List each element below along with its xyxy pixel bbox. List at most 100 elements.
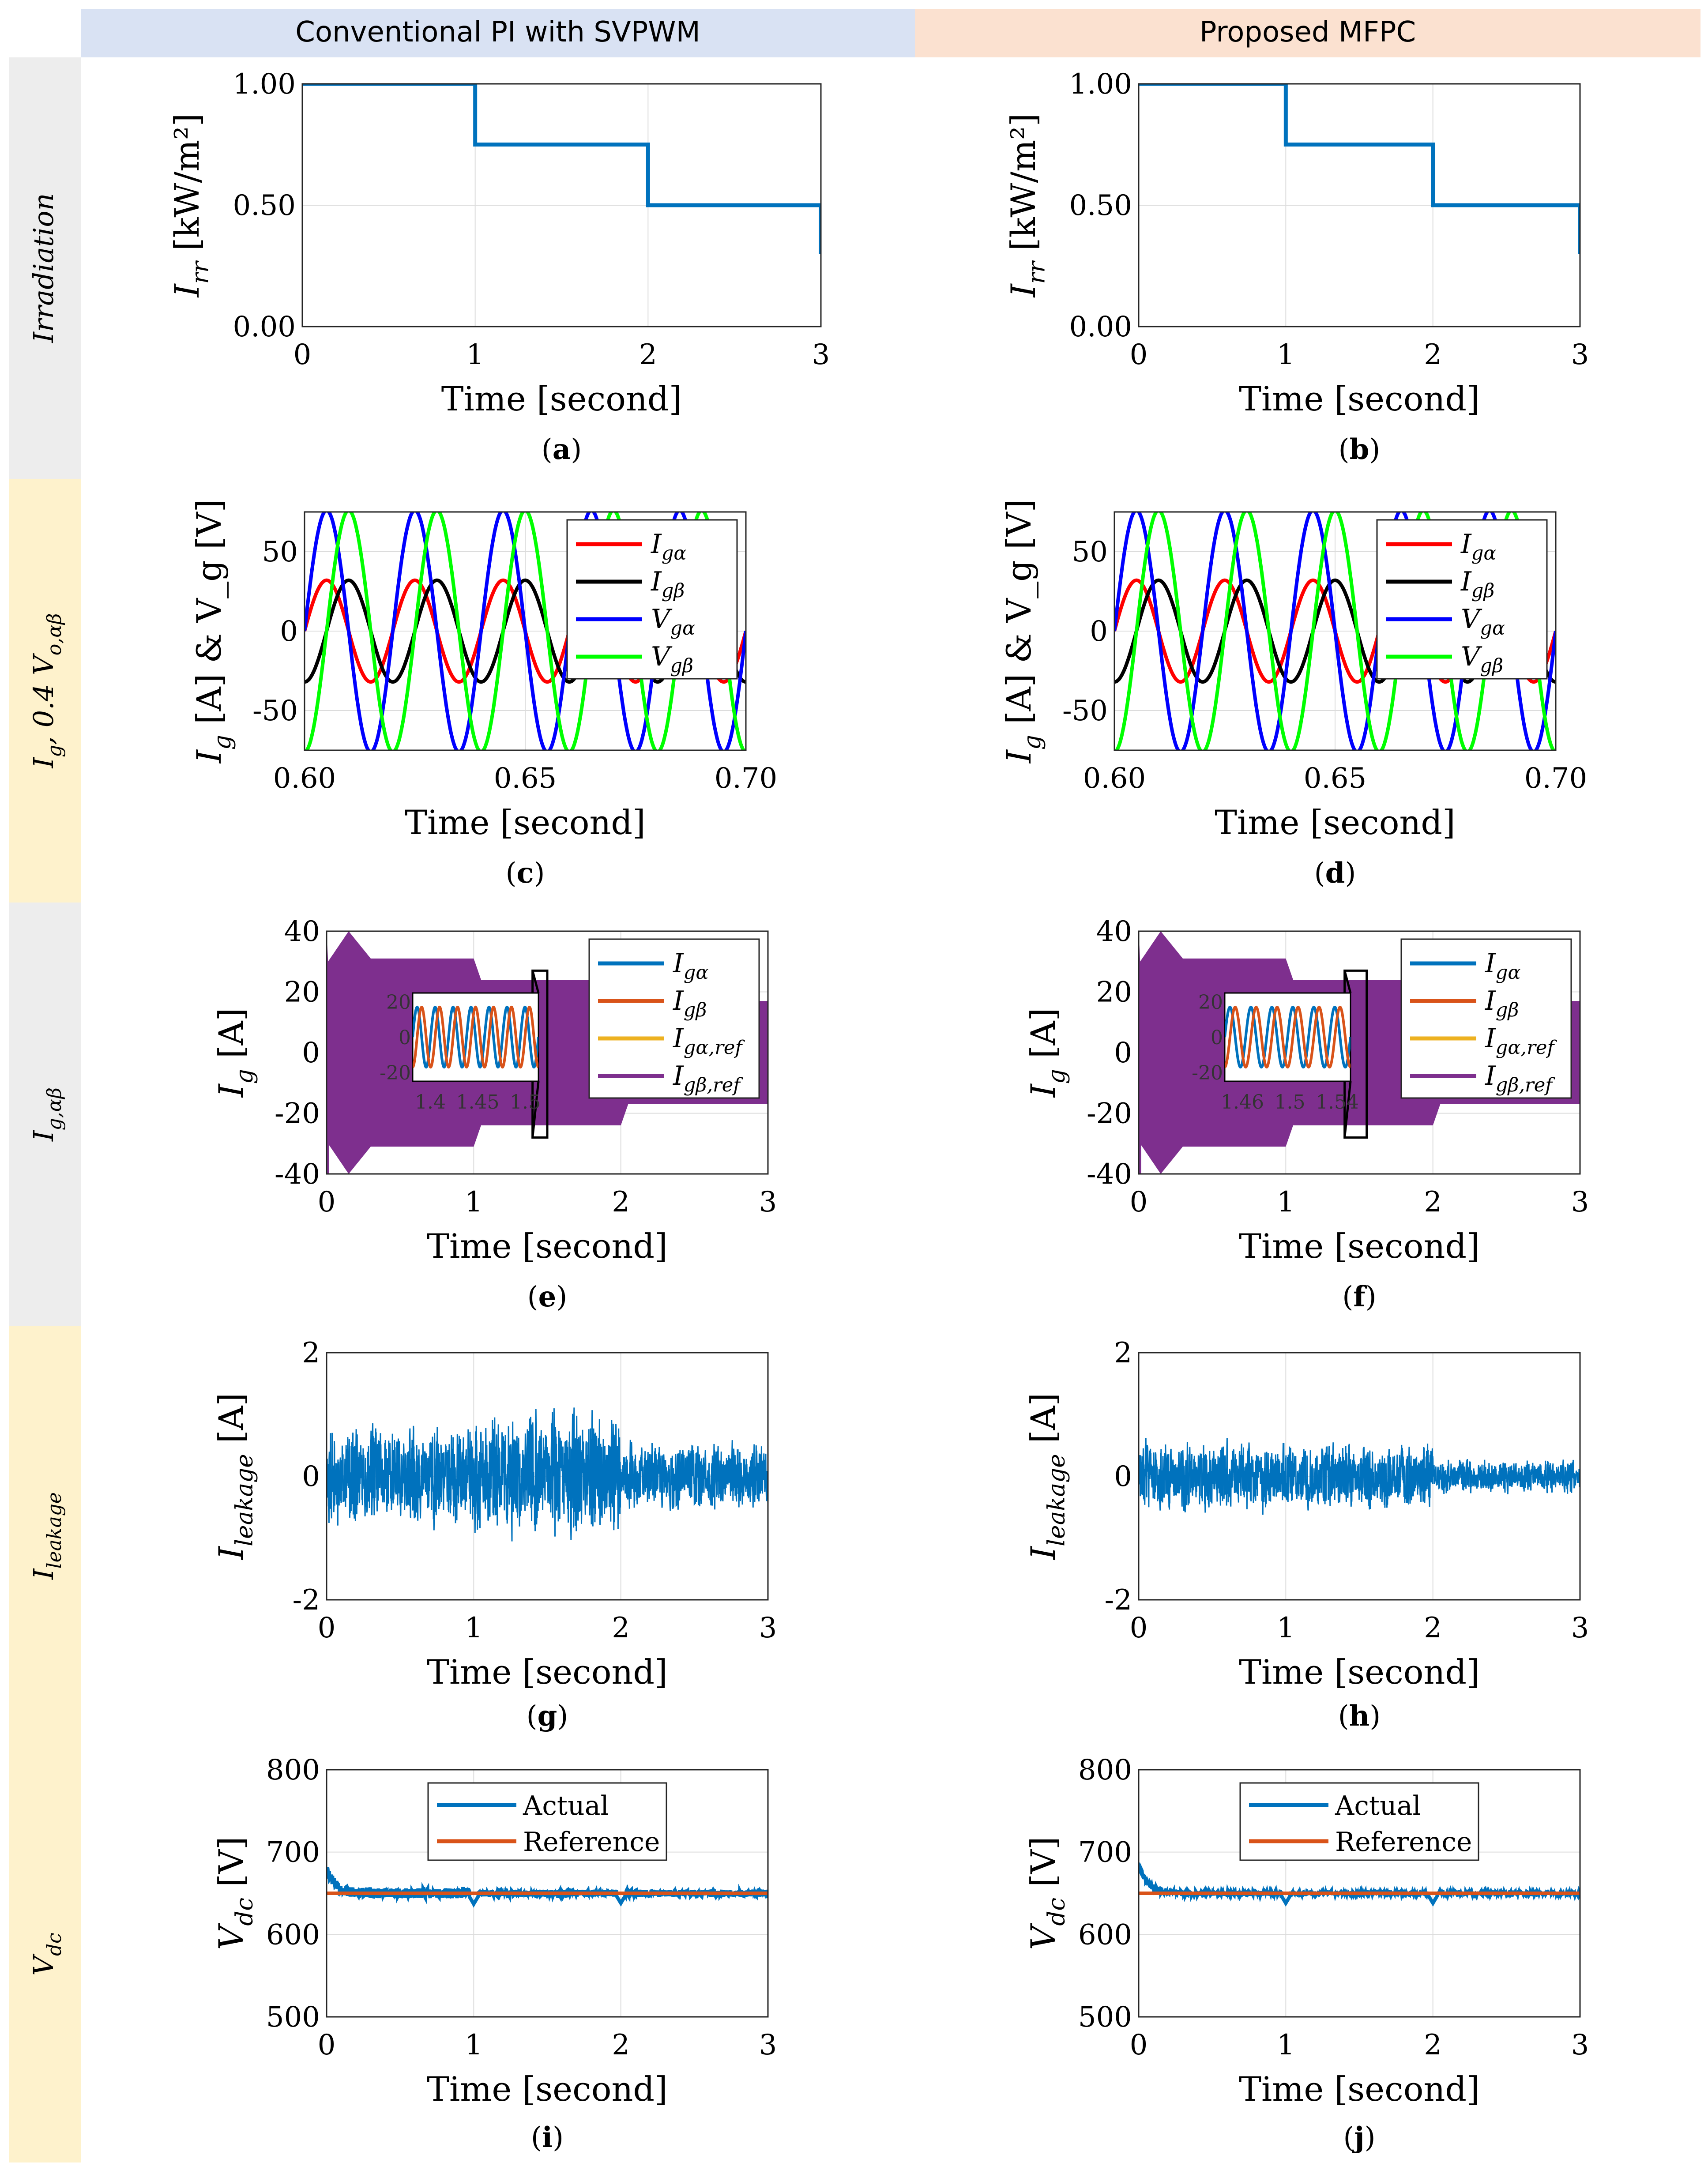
plot-series-group bbox=[1139, 931, 1580, 1174]
y-tick-label: -40 bbox=[1087, 1158, 1132, 1191]
legend-box bbox=[1239, 1782, 1479, 1861]
plot-series-group bbox=[1139, 1862, 1580, 1907]
y-tick-label: 0 bbox=[302, 1037, 320, 1069]
x-tick-label: 3 bbox=[1571, 2029, 1589, 2061]
x-axis-label: Time [second] bbox=[1239, 379, 1479, 418]
x-axis-label: Time [second] bbox=[1215, 803, 1455, 842]
inset-series-line-1 bbox=[1225, 1005, 1351, 1069]
legend-label: Reference bbox=[1335, 1827, 1472, 1858]
x-tick-label: 2 bbox=[1424, 1612, 1442, 1644]
x-tick-label: 3 bbox=[1571, 1612, 1589, 1644]
x-tick-label: 0 bbox=[318, 1186, 336, 1219]
panel-caption: (e) bbox=[527, 1280, 568, 1313]
x-tick-label: 0.60 bbox=[273, 762, 336, 795]
legend-box bbox=[588, 938, 760, 1099]
x-tick-label: 0.70 bbox=[1524, 762, 1588, 795]
x-tick-label: 1 bbox=[465, 2029, 483, 2061]
x-tick-label: 2 bbox=[612, 2029, 630, 2061]
panel-caption: (g) bbox=[527, 1700, 568, 1733]
x-tick-label: 2 bbox=[1424, 338, 1442, 371]
x-tick-label: 0 bbox=[318, 1612, 336, 1644]
y-tick-label: 800 bbox=[266, 1754, 320, 1786]
x-tick-label: 0 bbox=[293, 338, 312, 371]
y-tick-label: 700 bbox=[266, 1836, 320, 1869]
x-tick-label: 2 bbox=[639, 338, 657, 371]
legend-label: Igβ bbox=[673, 985, 707, 1021]
x-tick-label: 3 bbox=[759, 1612, 777, 1644]
x-tick-label: 0 bbox=[318, 2029, 336, 2061]
x-tick-label: 0 bbox=[1130, 2029, 1148, 2061]
x-tick-label: 3 bbox=[1571, 338, 1589, 371]
plot-series-group bbox=[327, 1407, 768, 1542]
chart-j: 0 1 2 3 500 600 700 800 Time [second] Vdc [V] Actu… bbox=[1023, 1754, 1589, 2154]
y-axis-label: Vdc [V] bbox=[211, 1836, 258, 1950]
y-tick-label: 40 bbox=[284, 915, 320, 948]
inset-y-tick-label: -20 bbox=[1192, 1062, 1223, 1084]
inset-x-tick-label: 1.5 bbox=[510, 1091, 541, 1113]
x-tick-label: 2 bbox=[1424, 2029, 1442, 2061]
chart-b: 0 1 2 3 0.00 0.50 1.00 Time [second] Irr [kW/m²]… bbox=[1004, 68, 1589, 466]
y-tick-label: 0 bbox=[280, 615, 298, 648]
inset-y-tick-label: 20 bbox=[386, 991, 411, 1014]
legend-label: Vgβ bbox=[651, 641, 693, 677]
legend-label: Igβ bbox=[1485, 985, 1519, 1021]
inset-y-tick-label: 0 bbox=[1211, 1027, 1223, 1049]
inset-y-tick-label: 20 bbox=[1198, 991, 1223, 1014]
panel-caption: (f) bbox=[1342, 1280, 1376, 1313]
y-tick-label: 0.00 bbox=[1069, 311, 1132, 343]
axes-frame bbox=[326, 930, 769, 1175]
x-tick-label: 2 bbox=[612, 1186, 630, 1219]
series-line-3 bbox=[305, 512, 746, 750]
y-tick-label: 0 bbox=[1114, 1460, 1132, 1493]
x-axis-label: Time [second] bbox=[405, 803, 645, 842]
y-tick-label: 20 bbox=[1096, 976, 1132, 1009]
header-right-title: Proposed MFPC bbox=[1200, 16, 1416, 49]
y-tick-label: 0 bbox=[1114, 1037, 1132, 1069]
y-axis-label: Ileakage [A] bbox=[1023, 1393, 1070, 1561]
zoom-connector bbox=[531, 1081, 540, 1138]
chart-e: 0 1 2 3 -40 -20 0 20 40 -20 0 20 1.4 1.45 1.5 Time [sec… bbox=[211, 915, 777, 1313]
y-axis-label: Irr [kW/m²] bbox=[1004, 113, 1050, 298]
y-tick-label: 500 bbox=[266, 2001, 320, 2034]
legend-label: Vgα bbox=[651, 604, 695, 639]
row-band-irradiation bbox=[9, 57, 81, 479]
chart-d: 0.60 0.65 0.70 -50 0 50 Time [second] Ig [A] & … bbox=[999, 499, 1587, 890]
legend-label: Vgβ bbox=[1461, 641, 1503, 677]
inset-y-tick-label: -20 bbox=[380, 1062, 411, 1084]
axes-frame bbox=[326, 1352, 769, 1601]
x-tick-label: 3 bbox=[1571, 1186, 1589, 1219]
x-tick-label: 1 bbox=[1277, 1186, 1295, 1219]
y-tick-label: 0.00 bbox=[233, 311, 296, 343]
inset-y-tick-label: 0 bbox=[399, 1027, 411, 1049]
inset-series-group bbox=[413, 1005, 538, 1069]
legend-label: Reference bbox=[523, 1827, 660, 1858]
row-band-leakage bbox=[9, 1326, 81, 1745]
row-label-iab: Ig,αβ bbox=[27, 1087, 66, 1142]
x-tick-label: 3 bbox=[759, 1186, 777, 1219]
y-tick-label: 50 bbox=[1072, 536, 1108, 568]
y-tick-label: 40 bbox=[1096, 915, 1132, 948]
inset-series-line-0 bbox=[1225, 1005, 1351, 1069]
legend-label: Igβ bbox=[1460, 566, 1494, 602]
x-tick-label: 2 bbox=[612, 1612, 630, 1644]
x-tick-label: 0.70 bbox=[715, 762, 778, 795]
axes-frame bbox=[1138, 83, 1581, 327]
legend-label: Igα,ref bbox=[1485, 1023, 1557, 1059]
row-band-vdc bbox=[9, 1745, 81, 2162]
axes-frame bbox=[1138, 1352, 1581, 1601]
x-axis-label: Time [second] bbox=[1239, 2069, 1479, 2109]
y-tick-label: -40 bbox=[275, 1158, 320, 1191]
x-tick-label: 1 bbox=[1277, 2029, 1295, 2061]
axes-frame bbox=[304, 511, 747, 751]
legend-label: Igα bbox=[1485, 948, 1521, 984]
header-right-bar bbox=[915, 9, 1700, 57]
zoom-connector bbox=[531, 970, 540, 993]
y-tick-label: -2 bbox=[293, 1584, 320, 1617]
legend-box bbox=[1376, 519, 1548, 680]
panel-caption: (c) bbox=[506, 857, 545, 890]
x-tick-label: 2 bbox=[1424, 1186, 1442, 1219]
panel-caption: (h) bbox=[1338, 1700, 1381, 1733]
series-band-current bbox=[1139, 931, 1580, 1174]
y-tick-label: 800 bbox=[1078, 1754, 1132, 1786]
